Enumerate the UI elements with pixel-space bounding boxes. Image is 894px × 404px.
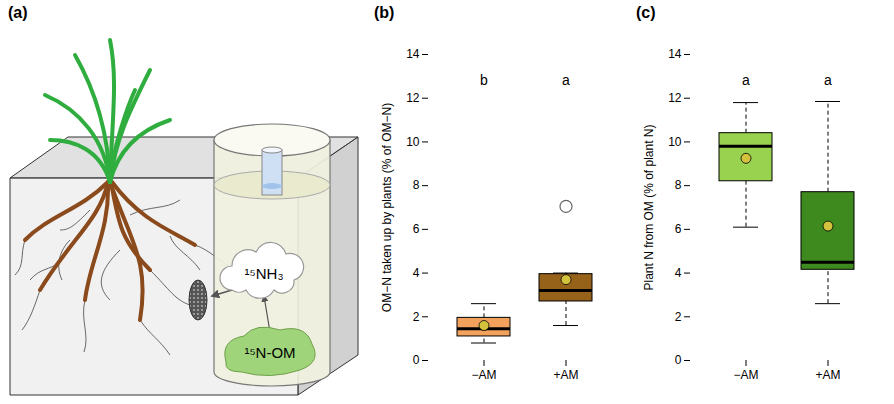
svg-text:+AM: +AM <box>553 368 578 382</box>
svg-text:0: 0 <box>675 353 682 367</box>
svg-text:−AM: −AM <box>471 368 496 382</box>
html-text:(c): (c) <box>636 4 656 21</box>
svg-text:¹⁵NH₃: ¹⁵NH₃ <box>245 265 284 282</box>
svg-text:12: 12 <box>668 91 682 105</box>
svg-text:b: b <box>480 72 488 88</box>
svg-text:14: 14 <box>406 47 420 61</box>
svg-text:6: 6 <box>413 222 420 236</box>
svg-text:14: 14 <box>668 47 682 61</box>
svg-text:2: 2 <box>675 310 682 324</box>
html-text:(b): (b) <box>374 4 395 21</box>
svg-text:8: 8 <box>413 178 420 192</box>
svg-text:¹⁵N-OM: ¹⁵N-OM <box>244 344 295 361</box>
svg-text:6: 6 <box>675 222 682 236</box>
svg-text:a: a <box>742 72 750 88</box>
svg-text:a: a <box>824 72 832 88</box>
svg-text:12: 12 <box>406 91 420 105</box>
svg-text:0: 0 <box>413 353 420 367</box>
svg-text:10: 10 <box>668 135 682 149</box>
svg-text:8: 8 <box>675 178 682 192</box>
svg-text:2: 2 <box>413 310 420 324</box>
svg-text:−AM: −AM <box>733 368 758 382</box>
svg-text:+AM: +AM <box>815 368 840 382</box>
html-text:(a): (a) <box>8 4 28 21</box>
svg-text:4: 4 <box>413 266 420 280</box>
svg-text:a: a <box>562 72 570 88</box>
svg-text:Plant N from OM (% of plant N): Plant N from OM (% of plant N) <box>642 124 656 290</box>
svg-text:4: 4 <box>675 266 682 280</box>
svg-text:10: 10 <box>406 135 420 149</box>
svg-text:OM−N taken up by plants (% of: OM−N taken up by plants (% of OM−N) <box>380 103 394 312</box>
